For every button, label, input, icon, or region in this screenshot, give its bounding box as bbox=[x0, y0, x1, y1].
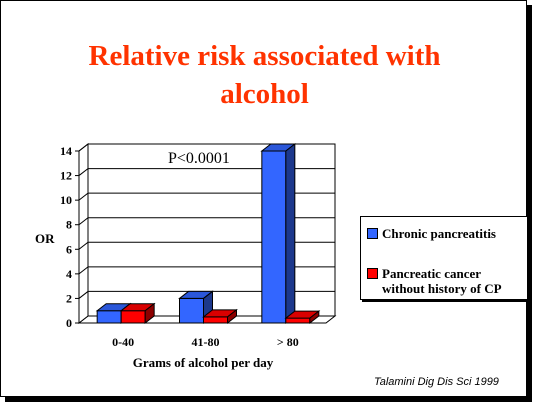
y-tick-label: 6 bbox=[66, 242, 72, 256]
gridline bbox=[78, 266, 335, 275]
bar-chronic-1 bbox=[179, 297, 204, 324]
legend-swatch-red bbox=[367, 268, 378, 279]
gridline bbox=[78, 192, 335, 201]
bar-side-pancreatic-1 bbox=[227, 308, 237, 325]
side-wall bbox=[78, 142, 89, 325]
legend-label: Chronic pancreatitis bbox=[382, 226, 496, 241]
legend-label: Pancreatic cancer without history of CP bbox=[382, 266, 502, 296]
bar-pancreatic-0 bbox=[120, 310, 146, 324]
bar-side-pancreatic-0 bbox=[144, 302, 155, 325]
bar-pancreatic-1 bbox=[203, 316, 228, 324]
x-category-label: > 80 bbox=[277, 335, 299, 349]
citation: Talamini Dig Dis Sci 1999 bbox=[374, 376, 499, 388]
gridline bbox=[78, 290, 335, 299]
gridline bbox=[78, 217, 335, 226]
back-wall bbox=[87, 143, 336, 317]
y-tick-label: 8 bbox=[66, 218, 72, 232]
y-tick-label: 4 bbox=[66, 267, 72, 281]
legend-swatch-blue bbox=[367, 228, 378, 239]
y-tick-label: 14 bbox=[60, 144, 72, 158]
p-value-annotation: P<0.0001 bbox=[168, 150, 230, 167]
x-axis-label: Grams of alcohol per day bbox=[133, 355, 274, 370]
x-category-label: 0-40 bbox=[112, 335, 134, 349]
slide: Relative risk associated with alcohol 0 2… bbox=[0, 0, 528, 397]
y-axis-label: OR bbox=[35, 231, 55, 246]
chart-legend: Chronic pancreatitis Pancreatic cancer w… bbox=[360, 216, 528, 300]
title-line-2: alcohol bbox=[220, 78, 309, 110]
legend-label-line-1: Pancreatic cancer bbox=[382, 266, 482, 281]
bar-chronic-2 bbox=[261, 150, 287, 324]
x-category-label: 41-80 bbox=[192, 335, 220, 349]
gridline bbox=[78, 168, 335, 176]
bar-pancreatic-2 bbox=[285, 317, 311, 324]
title-line-1: Relative risk associated with bbox=[88, 40, 441, 72]
y-tick-label: 2 bbox=[66, 291, 72, 305]
bar-side-chronic-2 bbox=[285, 142, 296, 325]
chart-labels: 0-40 41-80 > 80 bbox=[112, 335, 299, 349]
chart-bars bbox=[95, 142, 321, 325]
bar-chart: 0 2 4 6 8 10 12 14 0-40 41-80 > 80 OR Grams of al… bbox=[35, 142, 337, 370]
y-tick-label: 0 bbox=[66, 316, 72, 330]
y-tick-label: 12 bbox=[60, 169, 72, 183]
slide-title: Relative risk associated with alcohol bbox=[1, 37, 528, 113]
bar-side-pancreatic-2 bbox=[309, 310, 320, 325]
gridline bbox=[78, 143, 335, 152]
legend-label-line-2: without history of CP bbox=[382, 281, 502, 296]
bar-chronic-0 bbox=[96, 310, 122, 324]
gridline bbox=[78, 241, 335, 250]
y-tick-label: 10 bbox=[60, 193, 72, 207]
